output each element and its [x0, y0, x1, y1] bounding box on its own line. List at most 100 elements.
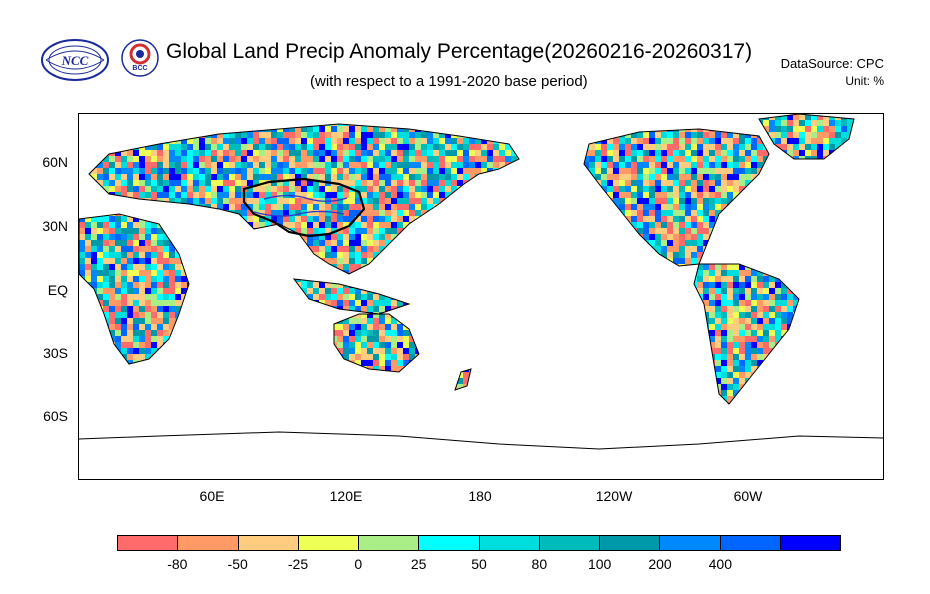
anomaly-cell	[217, 132, 223, 138]
anomaly-cell	[217, 330, 223, 336]
anomaly-cell	[355, 144, 361, 150]
anomaly-cell	[115, 132, 121, 138]
anomaly-cell	[667, 210, 673, 216]
anomaly-cell	[703, 168, 709, 174]
anomaly-cell	[595, 186, 601, 192]
anomaly-cell	[727, 162, 733, 168]
anomaly-cell	[139, 294, 145, 300]
anomaly-cell	[235, 270, 241, 276]
anomaly-cell	[709, 312, 715, 318]
anomaly-cell	[697, 312, 703, 318]
anomaly-cell	[211, 168, 217, 174]
anomaly-cell	[673, 312, 679, 318]
anomaly-cell	[805, 204, 811, 210]
anomaly-cell	[211, 216, 217, 222]
anomaly-cell	[811, 222, 817, 228]
anomaly-cell	[853, 252, 859, 258]
anomaly-cell	[619, 198, 625, 204]
anomaly-cell	[409, 240, 415, 246]
anomaly-cell	[541, 234, 547, 240]
anomaly-cell	[97, 120, 103, 126]
anomaly-cell	[637, 300, 643, 306]
anomaly-cell	[649, 264, 655, 270]
anomaly-cell	[727, 150, 733, 156]
anomaly-cell	[589, 282, 595, 288]
anomaly-cell	[193, 174, 199, 180]
anomaly-cell	[715, 210, 721, 216]
anomaly-cell	[361, 306, 367, 312]
anomaly-cell	[367, 162, 373, 168]
anomaly-cell	[391, 126, 397, 132]
anomaly-cell	[679, 258, 685, 264]
anomaly-cell	[679, 180, 685, 186]
anomaly-cell	[85, 330, 91, 336]
anomaly-cell	[631, 276, 637, 282]
anomaly-cell	[631, 300, 637, 306]
anomaly-cell	[217, 120, 223, 126]
anomaly-cell	[415, 138, 421, 144]
anomaly-cell	[811, 204, 817, 210]
anomaly-cell	[145, 234, 151, 240]
anomaly-cell	[163, 168, 169, 174]
anomaly-cell	[529, 204, 535, 210]
anomaly-cell	[445, 126, 451, 132]
anomaly-cell	[643, 300, 649, 306]
anomaly-cell	[205, 126, 211, 132]
anomaly-cell	[487, 174, 493, 180]
anomaly-cell	[673, 174, 679, 180]
anomaly-cell	[493, 246, 499, 252]
anomaly-cell	[343, 240, 349, 246]
anomaly-cell	[529, 264, 535, 270]
anomaly-cell	[877, 138, 883, 144]
anomaly-cell	[853, 306, 859, 312]
anomaly-cell	[733, 240, 739, 246]
anomaly-cell	[193, 294, 199, 300]
anomaly-cell	[703, 228, 709, 234]
anomaly-cell	[181, 240, 187, 246]
anomaly-cell	[259, 312, 265, 318]
anomaly-cell	[517, 126, 523, 132]
anomaly-cell	[595, 306, 601, 312]
anomaly-cell	[79, 324, 85, 330]
anomaly-cell	[589, 126, 595, 132]
anomaly-cell	[679, 144, 685, 150]
anomaly-cell	[559, 300, 565, 306]
anomaly-cell	[679, 120, 685, 126]
anomaly-cell	[841, 276, 847, 282]
anomaly-cell	[343, 276, 349, 282]
anomaly-cell	[559, 156, 565, 162]
anomaly-cell	[865, 210, 871, 216]
anomaly-cell	[145, 246, 151, 252]
anomaly-cell	[835, 246, 841, 252]
anomaly-cell	[469, 210, 475, 216]
anomaly-cell	[361, 234, 367, 240]
anomaly-cell	[223, 174, 229, 180]
anomaly-cell	[361, 156, 367, 162]
anomaly-cell	[583, 330, 589, 336]
anomaly-cell	[103, 264, 109, 270]
anomaly-cell	[421, 318, 427, 324]
anomaly-cell	[613, 162, 619, 168]
anomaly-cell	[679, 252, 685, 258]
anomaly-cell	[505, 312, 511, 318]
anomaly-cell	[727, 186, 733, 192]
anomaly-cell	[721, 234, 727, 240]
anomaly-cell	[523, 276, 529, 282]
anomaly-cell	[421, 216, 427, 222]
anomaly-cell	[313, 114, 319, 120]
anomaly-cell	[835, 264, 841, 270]
anomaly-cell	[133, 318, 139, 324]
anomaly-cell	[433, 192, 439, 198]
anomaly-cell	[535, 120, 541, 126]
anomaly-cell	[343, 198, 349, 204]
anomaly-cell	[97, 210, 103, 216]
anomaly-cell	[805, 216, 811, 222]
anomaly-cell	[625, 294, 631, 300]
anomaly-cell	[121, 156, 127, 162]
anomaly-cell	[667, 246, 673, 252]
anomaly-cell	[397, 114, 403, 120]
anomaly-cell	[187, 270, 193, 276]
anomaly-cell	[643, 282, 649, 288]
anomaly-cell	[139, 192, 145, 198]
anomaly-cell	[877, 180, 883, 186]
